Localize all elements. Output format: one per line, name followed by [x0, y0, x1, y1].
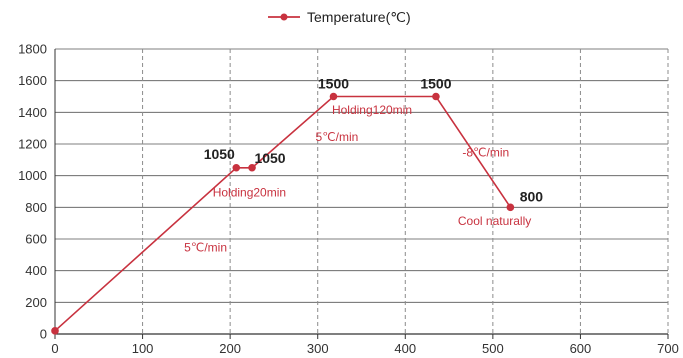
legend: Temperature(℃) — [268, 9, 411, 25]
annotation: Holding20min — [213, 185, 286, 199]
data-label: 800 — [520, 188, 544, 204]
data-point — [248, 163, 256, 172]
x-tick-label: 600 — [570, 341, 592, 356]
series-temperature — [51, 92, 515, 335]
x-tick-labels: 0 100 200 300 400 500 600 700 — [51, 341, 678, 356]
legend-marker — [280, 13, 288, 21]
data-label: 1050 — [204, 146, 235, 162]
x-tick-label: 100 — [132, 341, 154, 356]
y-tick-label: 600 — [25, 232, 47, 247]
y-tick-label: 1800 — [18, 42, 47, 57]
annotation: -8℃/min — [462, 146, 509, 160]
annotation: 5℃/min — [316, 130, 359, 144]
y-tick-label: 400 — [25, 263, 47, 278]
y-tick-label: 1200 — [18, 137, 47, 152]
x-tick-label: 400 — [394, 341, 416, 356]
x-tick-label: 500 — [482, 341, 504, 356]
series-line — [54, 95, 512, 332]
y-tick-label: 0 — [40, 327, 47, 342]
legend-label: Temperature(℃) — [307, 9, 411, 25]
data-label: 1500 — [318, 76, 349, 92]
vertical-gridlines — [142, 49, 669, 334]
annotation: Holding120min — [332, 103, 412, 117]
y-tick-label: 1400 — [18, 105, 47, 120]
annotation: Cool naturally — [458, 214, 531, 228]
axes — [54, 49, 669, 339]
data-point — [51, 327, 59, 335]
x-tick-label: 700 — [657, 341, 679, 356]
horizontal-gridlines — [55, 48, 668, 303]
annotations: 5℃/min Holding20min 5℃/min Holding120min -8℃… — [184, 103, 531, 255]
data-point — [432, 92, 440, 101]
data-label: 1050 — [254, 150, 285, 166]
data-point — [232, 163, 241, 172]
annotation: 5℃/min — [184, 241, 227, 255]
y-tick-label: 200 — [25, 295, 47, 310]
y-tick-label: 800 — [25, 200, 47, 215]
x-tick-label: 200 — [219, 341, 241, 356]
y-tick-label: 1000 — [18, 168, 47, 183]
data-point — [329, 92, 338, 101]
x-tick-label: 0 — [51, 341, 58, 356]
y-tick-label: 1600 — [18, 73, 47, 88]
data-label: 1500 — [420, 76, 451, 92]
x-tick-label: 300 — [307, 341, 329, 356]
data-point — [506, 203, 515, 212]
y-tick-labels: 0 200 400 600 800 1000 1200 1400 1600 1800 — [18, 42, 47, 342]
data-labels: 1050 1050 1500 1500 800 — [204, 76, 544, 205]
